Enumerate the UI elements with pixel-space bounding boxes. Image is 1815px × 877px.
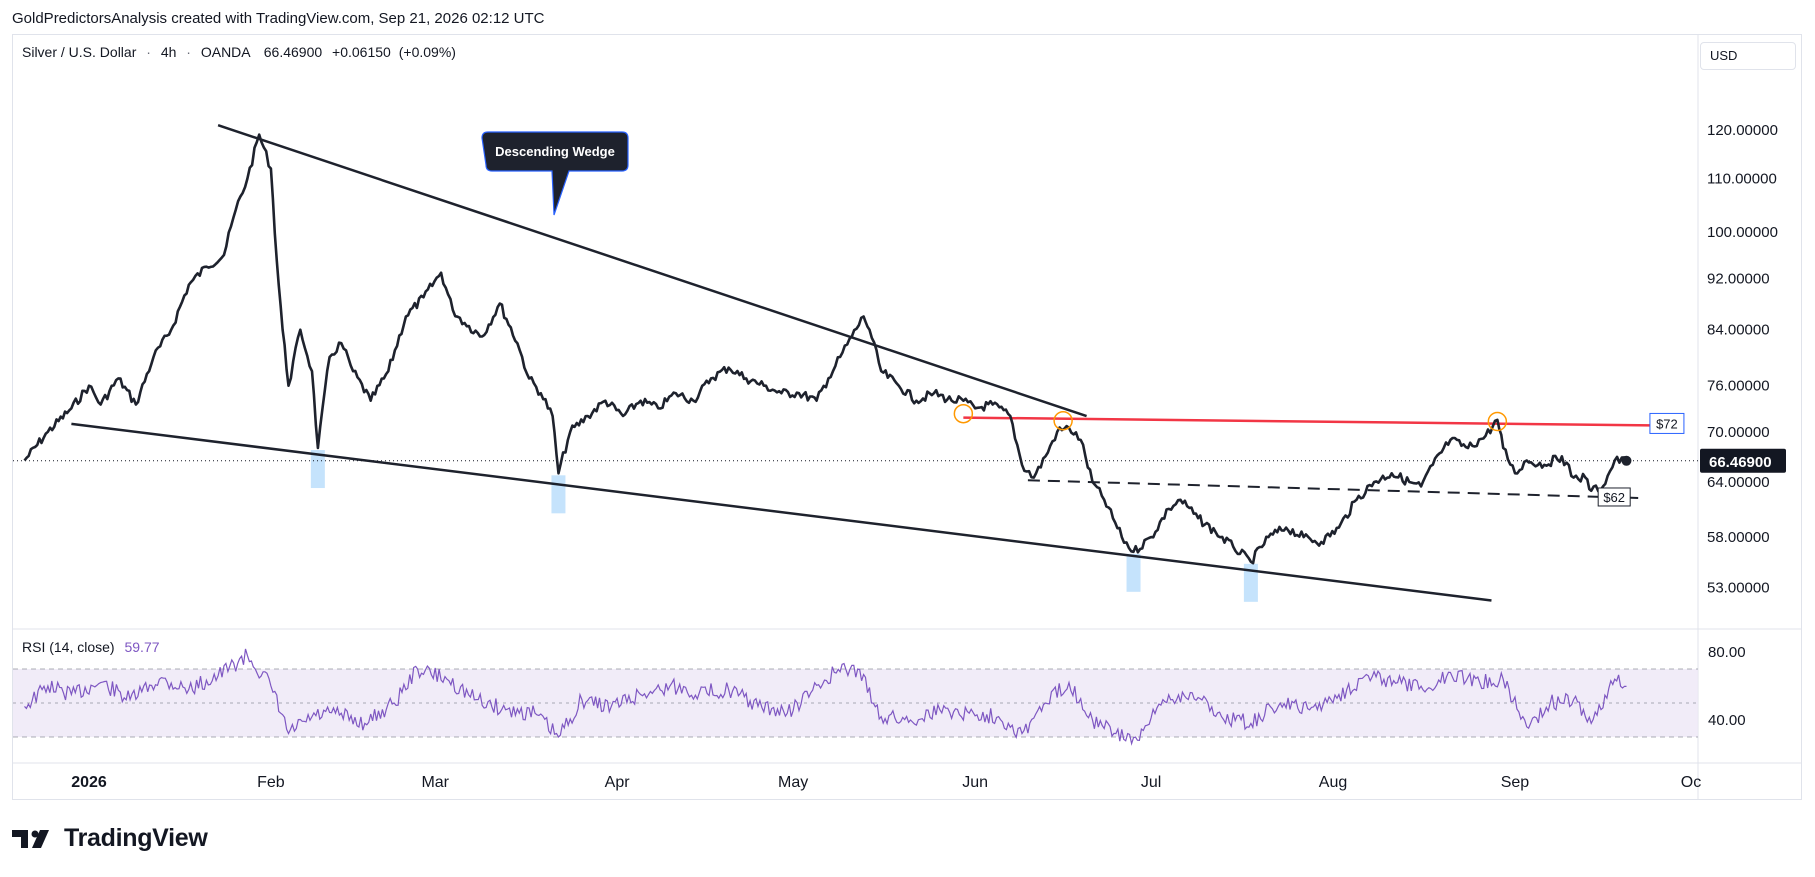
- price-tick-label-7: 64.00000: [1707, 474, 1770, 491]
- price-tick-label-4: 84.00000: [1707, 322, 1770, 339]
- time-tick-label-8: Sep: [1501, 774, 1530, 791]
- price-series-group: [23, 133, 1632, 565]
- support-tag-label: $62: [1603, 490, 1625, 505]
- price-axis: 120.00000 110.00000 100.00000 92.00000 84.00…: [1700, 122, 1786, 597]
- wedge-callout-box: [481, 131, 629, 216]
- resistance-tag-box: [1649, 412, 1685, 434]
- rsi-tick-label-0: 80.00: [1708, 644, 1746, 661]
- last-price-dot: [1621, 455, 1632, 466]
- low-highlight-0: [310, 450, 325, 489]
- legend-separator-2: ·: [186, 44, 191, 60]
- symbol-name: Silver / U.S. Dollar: [22, 44, 137, 60]
- low-highlight-1: [551, 475, 566, 514]
- rsi-axis: 80.00 40.00: [1708, 644, 1746, 729]
- low-highlight-2: [1126, 553, 1141, 592]
- rsi-label: RSI (14, close): [22, 639, 115, 655]
- price-tick-label-3: 92.00000: [1707, 271, 1770, 288]
- last-price-badge: [1700, 448, 1786, 473]
- support-tag-box: [1597, 487, 1631, 507]
- rsi-value: 59.77: [124, 639, 160, 655]
- chart-frame: [12, 34, 1802, 800]
- rsi-tick-label-1: 40.00: [1708, 712, 1746, 729]
- time-tick-label-1: Feb: [257, 774, 285, 791]
- price-tick-label-9: 53.00000: [1707, 580, 1770, 597]
- tradingview-brand[interactable]: TradingView: [12, 824, 208, 853]
- time-tick-label-3: Apr: [605, 774, 631, 791]
- price-change-percent: (+0.09%): [398, 44, 456, 60]
- resistance-tag-label: $72: [1656, 416, 1678, 431]
- upper-trendline[interactable]: [217, 124, 1087, 418]
- time-tick-label-7: Aug: [1319, 774, 1347, 791]
- support-line[interactable]: [1027, 479, 1639, 499]
- price-change: +0.06150: [332, 44, 391, 60]
- wedge-callout[interactable]: Descending Wedge: [481, 131, 629, 216]
- resistance-line[interactable]: [963, 416, 1650, 427]
- touch-circle-1: [1053, 410, 1073, 431]
- wedge-callout-label: Descending Wedge: [495, 144, 615, 159]
- low-highlight-3: [1243, 563, 1258, 602]
- legend-separator: ·: [146, 44, 151, 60]
- trendline-group: [13, 124, 1698, 602]
- time-tick-label-6: Jul: [1141, 774, 1161, 791]
- time-tick-label-0: 2026: [71, 774, 107, 791]
- price-line[interactable]: [23, 133, 1628, 565]
- time-tick-label-2: Mar: [421, 774, 449, 791]
- time-tick-label-4: May: [778, 774, 808, 791]
- price-tick-label-5: 76.00000: [1707, 378, 1770, 395]
- last-price: 66.46900: [263, 44, 323, 60]
- rsi-legend[interactable]: RSI (14, close) 59.77: [22, 639, 160, 655]
- price-tick-label-0: 120.00000: [1707, 122, 1778, 139]
- rsi-line[interactable]: [24, 648, 1627, 746]
- interval-label: 4h: [160, 44, 177, 60]
- time-tick-label-5: Jun: [962, 774, 988, 791]
- chart-caption: GoldPredictorsAnalysis created with Trad…: [12, 10, 545, 27]
- price-tick-label-6: 70.00000: [1707, 424, 1770, 441]
- price-tick-label-1: 110.00000: [1707, 171, 1777, 188]
- price-tick-label-8: 58.00000: [1707, 529, 1770, 546]
- tradingview-wordmark: TradingView: [64, 824, 208, 852]
- tradingview-logo-icon: [12, 829, 49, 848]
- touch-circle-0: [953, 403, 974, 424]
- touch-circle-2: [1487, 411, 1508, 432]
- time-axis: 2026 Feb Mar Apr May Jun Jul Aug Sep Oc: [71, 774, 1701, 791]
- price-tick-label-2: 100.00000: [1707, 224, 1778, 241]
- currency-selector[interactable]: USD: [1700, 42, 1796, 70]
- annotation-group: Descending Wedge $72 $62: [481, 131, 1685, 507]
- time-tick-label-9: Oc: [1681, 774, 1701, 791]
- lower-trendline[interactable]: [71, 422, 1492, 602]
- source-label: OANDA: [200, 44, 250, 60]
- last-price-badge-label: 66.46900: [1709, 454, 1772, 471]
- rsi-series-group: [24, 648, 1627, 746]
- symbol-legend[interactable]: Silver / U.S. Dollar · 4h · OANDA 66.469…: [22, 44, 456, 60]
